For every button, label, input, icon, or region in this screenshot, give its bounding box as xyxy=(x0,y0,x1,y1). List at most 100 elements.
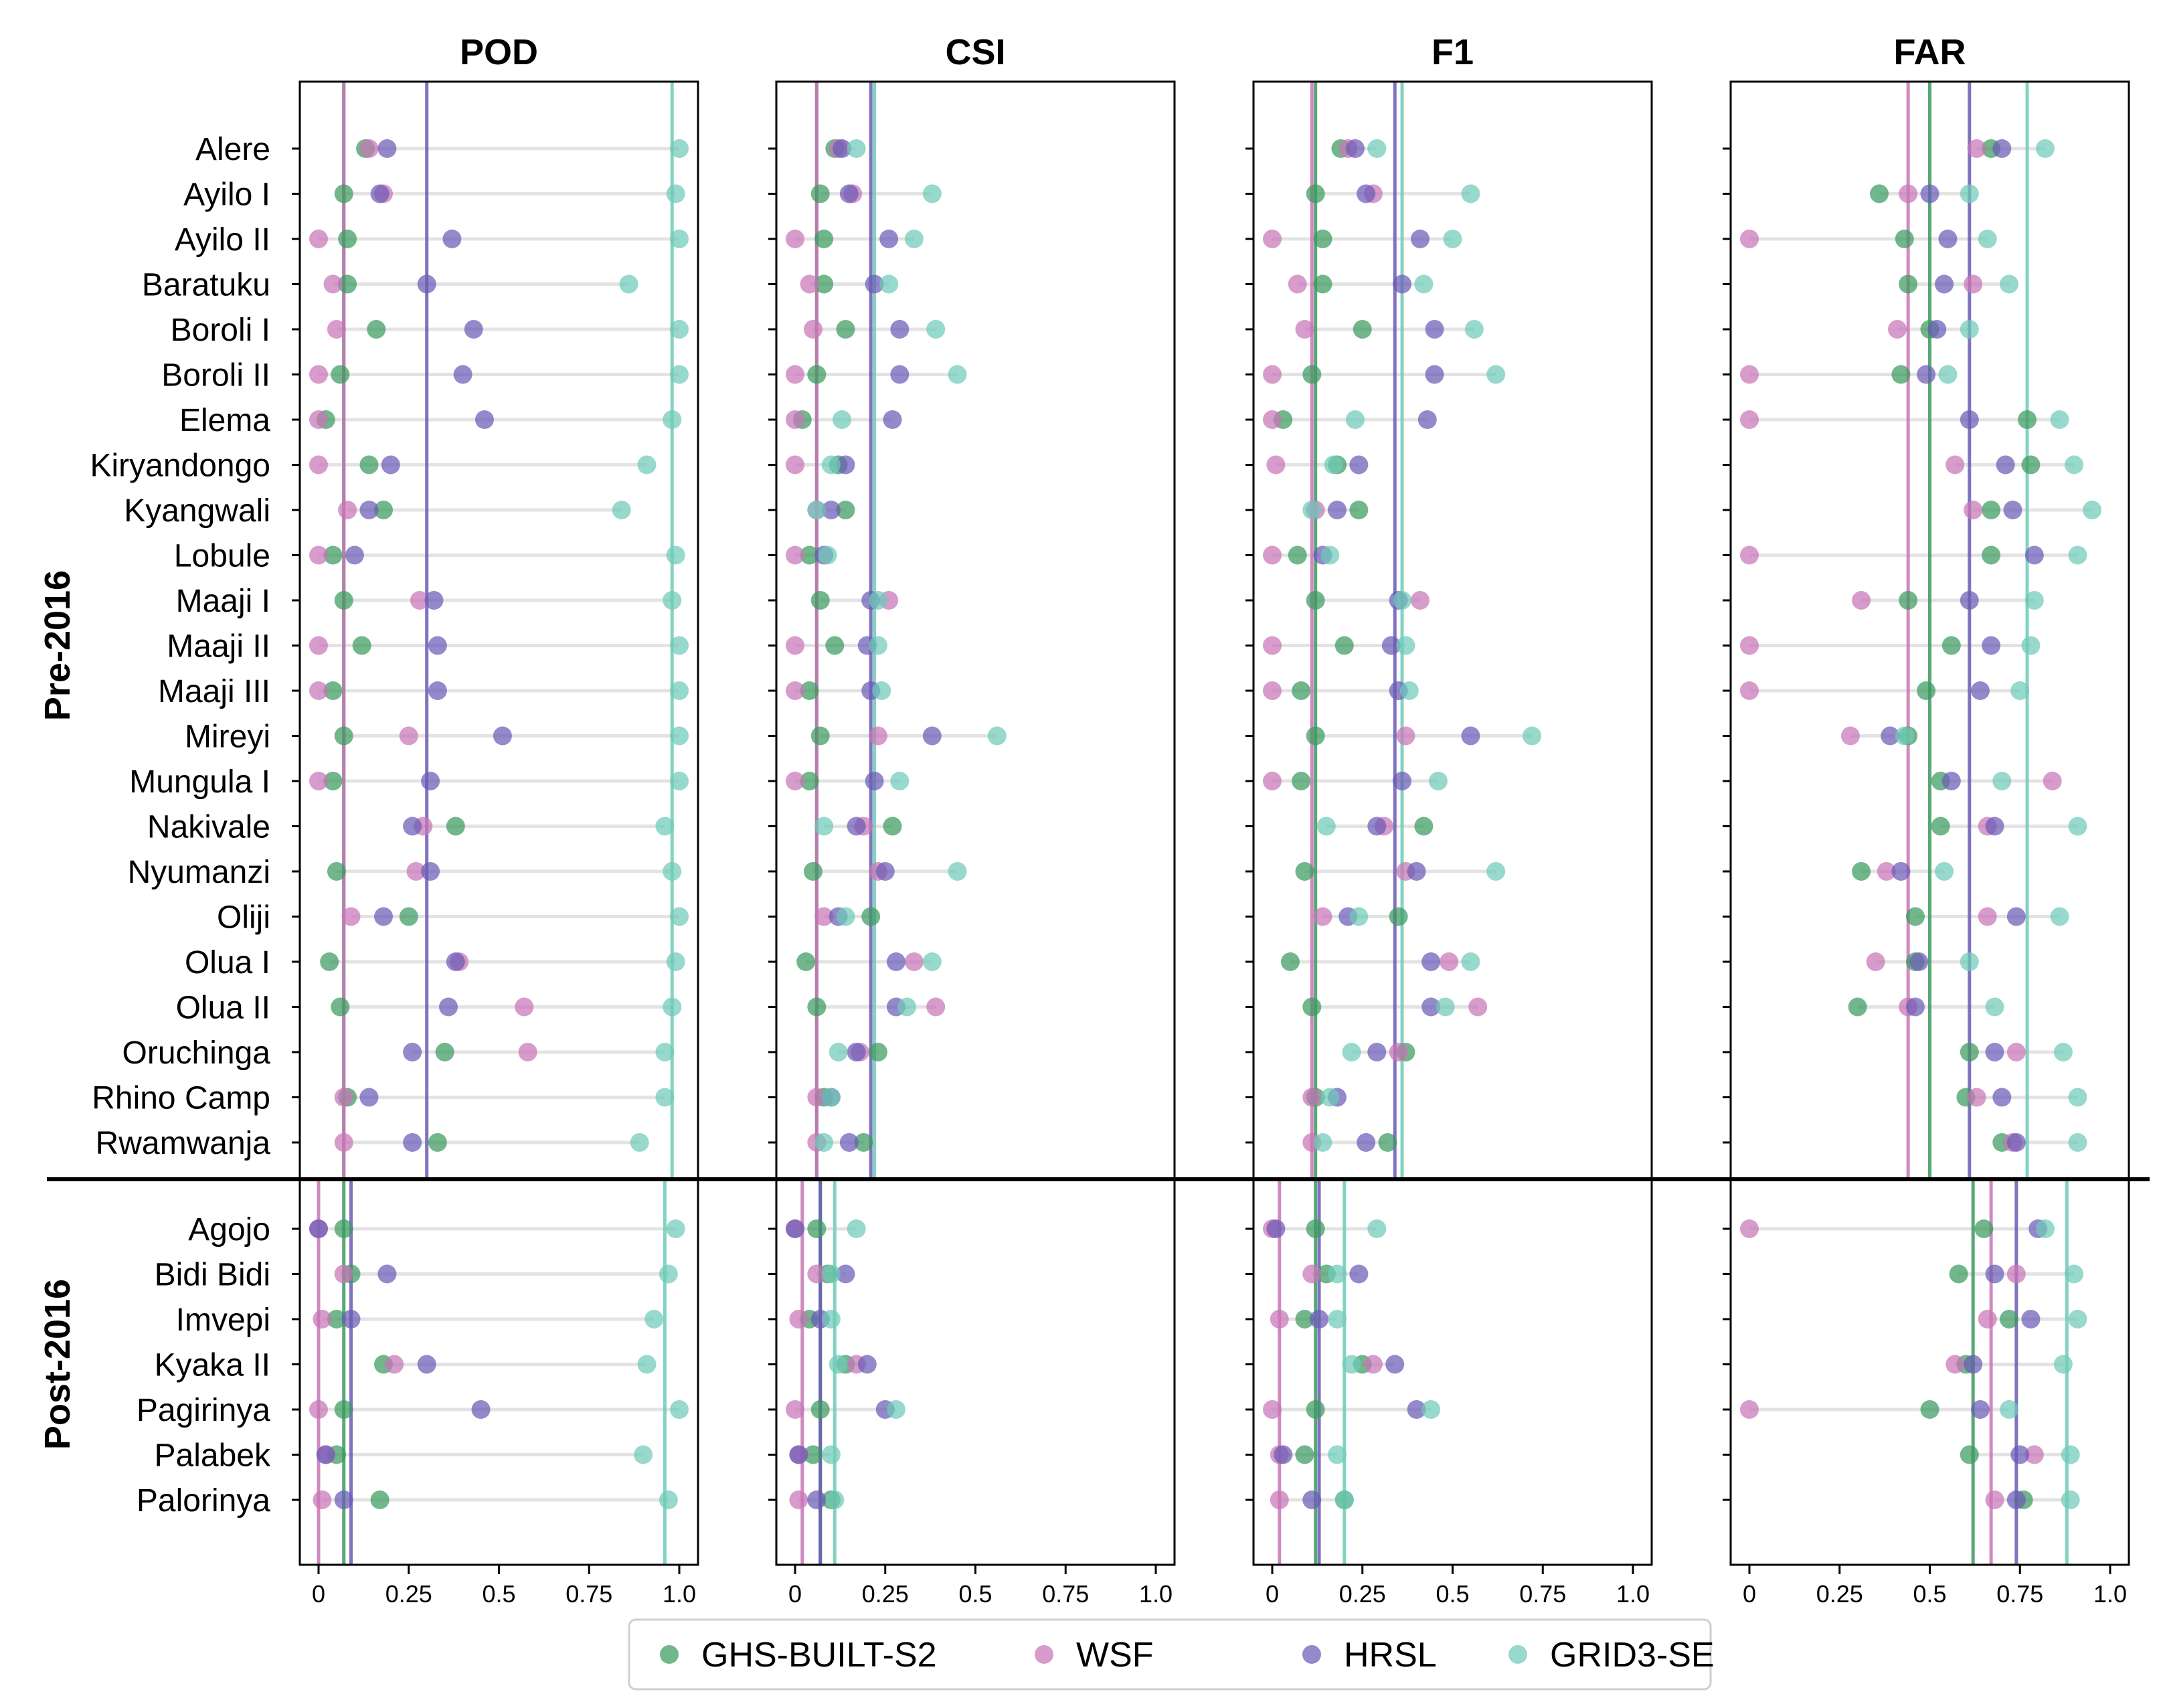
point-csi-baratuku-wsf xyxy=(800,274,819,294)
point-csi-bidi-bidi-wsf xyxy=(807,1264,827,1284)
point-f1-baratuku-hrsl xyxy=(1393,274,1412,294)
point-pod-maaji-ii-wsf xyxy=(309,636,328,655)
x-tick-label-f1-3: 0.75 xyxy=(1519,1580,1566,1608)
point-pod-imvepi-wsf xyxy=(313,1310,332,1329)
point-pod-boroli-i-wsf xyxy=(327,320,346,339)
point-csi-ayilo-ii-grid3-se xyxy=(904,230,924,248)
point-pod-nyumanzi-hrsl xyxy=(421,862,440,881)
point-csi-elema-hrsl xyxy=(883,410,902,429)
point-f1-olua-ii-hrsl xyxy=(1421,997,1441,1017)
point-pod-kyangwali-hrsl xyxy=(359,501,379,519)
point-pod-boroli-ii-hrsl xyxy=(453,365,472,384)
point-pod-olua-i-hrsl xyxy=(446,952,465,971)
point-csi-ayilo-i-hrsl xyxy=(839,184,859,203)
point-f1-ayilo-ii-grid3-se xyxy=(1443,230,1462,248)
point-csi-bidi-bidi-grid3-se xyxy=(821,1264,841,1284)
point-far-elema-hrsl xyxy=(1960,410,1979,429)
point-pod-oruchinga-ghs-built-s2 xyxy=(435,1043,454,1061)
point-f1-maaji-iii-wsf xyxy=(1263,681,1282,700)
point-csi-maaji-i-grid3-se xyxy=(868,591,887,610)
point-far-bidi-bidi-ghs-built-s2 xyxy=(1949,1264,1968,1284)
point-csi-nyumanzi-grid3-se xyxy=(948,862,967,881)
point-f1-lobule-grid3-se xyxy=(1320,545,1340,565)
x-tick-label-csi-1: 0.25 xyxy=(862,1580,909,1608)
point-pod-lobule-ghs-built-s2 xyxy=(323,545,343,565)
point-far-maaji-i-ghs-built-s2 xyxy=(1899,591,1918,610)
point-far-nakivale-ghs-built-s2 xyxy=(1931,817,1950,836)
point-f1-oliji-wsf xyxy=(1313,907,1332,926)
points-layer xyxy=(309,139,2102,1509)
point-pod-nyumanzi-wsf xyxy=(406,862,426,881)
point-csi-baratuku-ghs-built-s2 xyxy=(814,274,834,294)
point-pod-maaji-i-ghs-built-s2 xyxy=(334,591,353,610)
x-tick-label-f1-2: 0.5 xyxy=(1436,1580,1469,1608)
category-label-maaji-ii: Maaji II xyxy=(167,629,270,665)
point-f1-boroli-ii-ghs-built-s2 xyxy=(1302,365,1322,384)
point-pod-oliji-wsf xyxy=(341,907,361,926)
point-pod-elema-grid3-se xyxy=(663,410,682,429)
point-pod-baratuku-hrsl xyxy=(417,274,436,294)
point-csi-imvepi-grid3-se xyxy=(821,1310,841,1329)
point-csi-olua-i-ghs-built-s2 xyxy=(796,952,816,971)
category-label-mungula-i: Mungula I xyxy=(129,764,270,800)
point-far-boroli-ii-wsf xyxy=(1740,365,1759,384)
point-far-lobule-ghs-built-s2 xyxy=(1982,545,2001,565)
point-csi-rwamwanja-ghs-built-s2 xyxy=(854,1133,873,1152)
point-f1-nakivale-grid3-se xyxy=(1316,817,1336,836)
point-pod-baratuku-wsf xyxy=(323,274,343,294)
x-tick-label-csi-2: 0.5 xyxy=(958,1580,992,1608)
point-csi-kyangwali-hrsl xyxy=(821,501,841,519)
point-csi-mungula-i-grid3-se xyxy=(890,772,910,790)
point-csi-mireyi-hrsl xyxy=(922,726,942,746)
category-label-kyangwali: Kyangwali xyxy=(124,493,270,529)
point-csi-boroli-i-ghs-built-s2 xyxy=(836,320,855,339)
point-far-mungula-i-wsf xyxy=(2043,772,2062,790)
point-pod-mungula-i-hrsl xyxy=(421,772,440,790)
point-csi-nyumanzi-ghs-built-s2 xyxy=(803,862,823,881)
point-far-alere-grid3-se xyxy=(2035,139,2055,158)
point-f1-baratuku-ghs-built-s2 xyxy=(1313,274,1332,294)
point-f1-rhino-camp-wsf xyxy=(1302,1088,1322,1107)
point-pod-boroli-ii-ghs-built-s2 xyxy=(331,365,350,384)
legend-label-grid3-se: GRID3-SE xyxy=(1550,1636,1715,1675)
point-f1-palabek-hrsl xyxy=(1274,1445,1293,1464)
point-csi-mireyi-grid3-se xyxy=(987,726,1007,746)
point-f1-elema-wsf xyxy=(1263,410,1282,429)
stems-layer xyxy=(319,147,2093,1502)
point-f1-oliji-ghs-built-s2 xyxy=(1389,907,1408,926)
point-f1-ayilo-ii-ghs-built-s2 xyxy=(1313,230,1332,248)
point-pod-imvepi-grid3-se xyxy=(644,1310,664,1329)
point-csi-oliji-grid3-se xyxy=(836,907,855,926)
point-far-kyangwali-wsf xyxy=(1964,501,1983,519)
point-pod-maaji-iii-ghs-built-s2 xyxy=(323,681,343,700)
point-f1-rwamwanja-ghs-built-s2 xyxy=(1378,1133,1397,1152)
point-csi-oliji-ghs-built-s2 xyxy=(861,907,881,926)
point-csi-mungula-i-ghs-built-s2 xyxy=(800,772,819,790)
category-label-nyumanzi: Nyumanzi xyxy=(128,855,270,890)
category-label-bidi-bidi: Bidi Bidi xyxy=(155,1258,270,1293)
point-csi-ayilo-ii-ghs-built-s2 xyxy=(814,230,834,248)
point-pod-bidi-bidi-grid3-se xyxy=(659,1264,678,1284)
point-f1-bidi-bidi-wsf xyxy=(1302,1264,1322,1284)
category-label-palabek: Palabek xyxy=(155,1438,271,1474)
point-csi-kyaka-ii-hrsl xyxy=(857,1355,877,1374)
x-tick-label-far-2: 0.5 xyxy=(1913,1580,1946,1608)
point-pod-palorinya-wsf xyxy=(313,1490,332,1509)
point-pod-oruchinga-grid3-se xyxy=(655,1043,675,1061)
point-csi-rhino-camp-wsf xyxy=(807,1088,827,1107)
point-f1-kyaka-ii-hrsl xyxy=(1385,1355,1405,1374)
point-far-maaji-iii-ghs-built-s2 xyxy=(1917,681,1936,700)
point-far-maaji-iii-wsf xyxy=(1740,681,1759,700)
point-f1-elema-hrsl xyxy=(1417,410,1437,429)
point-f1-kiryandongo-hrsl xyxy=(1349,455,1369,475)
point-f1-ayilo-ii-hrsl xyxy=(1410,230,1430,248)
point-far-palorinya-hrsl xyxy=(2006,1490,2026,1509)
point-far-mireyi-grid3-se xyxy=(1895,726,1914,746)
point-csi-olua-ii-grid3-se xyxy=(897,997,917,1017)
point-far-alere-wsf xyxy=(1967,139,1986,158)
point-far-palabek-grid3-se xyxy=(2061,1445,2080,1464)
point-pod-baratuku-grid3-se xyxy=(619,274,638,294)
point-far-imvepi-grid3-se xyxy=(2068,1310,2087,1329)
point-far-oruchinga-wsf xyxy=(2006,1043,2026,1061)
